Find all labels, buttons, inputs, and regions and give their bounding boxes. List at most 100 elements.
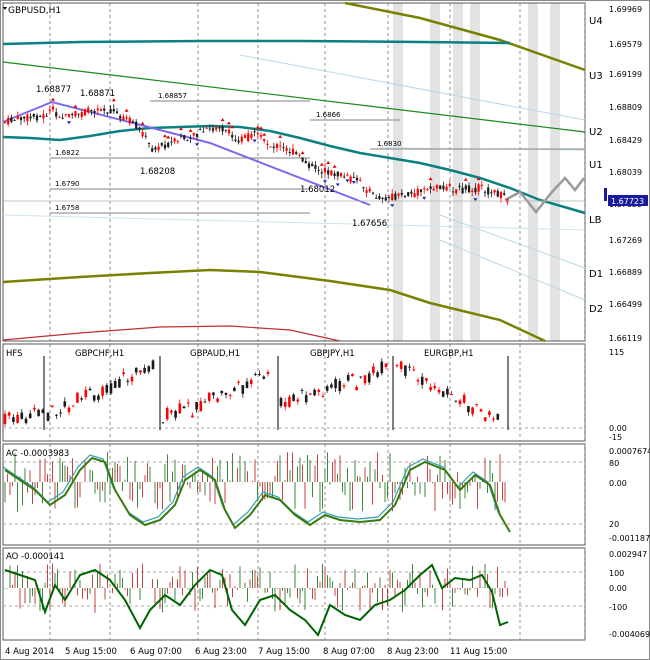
candle-body (167, 142, 170, 148)
hfs-candle-body (182, 406, 186, 409)
hfs-candle-body (165, 408, 169, 420)
hfs-candle-body (113, 381, 117, 388)
candle-body (263, 139, 266, 141)
candle-body (218, 127, 221, 129)
ac-panel[interactable]: AC -0.0003983 0.0007674 80 0.00 20 -0.00… (2, 443, 650, 546)
hfs-candle-body (105, 384, 109, 393)
hfs-candle-body (67, 407, 71, 413)
fractal-up-icon (179, 127, 183, 131)
hfs-symbol-eurgbp: EURGBP,H1 (424, 349, 474, 359)
candle-body (285, 147, 288, 151)
upper-olive-channel-line (344, 1, 586, 72)
hfs-candle-body (3, 413, 7, 424)
annot-level-6822: 1.6822 (55, 149, 80, 157)
hfs-candle-body (254, 373, 257, 375)
candle-body (359, 179, 362, 181)
hfs-candle-body (346, 375, 350, 381)
candle-body (336, 171, 339, 177)
candle-body (243, 135, 247, 138)
hfs-candle-body (399, 361, 403, 370)
fractal-up-icon (227, 121, 231, 125)
hfs-candle-body (475, 404, 479, 406)
fractal-up-icon (188, 128, 193, 132)
candle-body (163, 144, 167, 149)
candle-body (499, 192, 503, 199)
fractal-up-icon (51, 97, 55, 101)
main-axis-label: 1.69199 (609, 70, 642, 79)
fractal-up-icon (220, 118, 225, 122)
candle-body (141, 131, 144, 137)
ao-panel[interactable]: AO -0.000141 0.002947 100 0.00 -100 -0.0… (2, 547, 650, 641)
candle-body (208, 128, 211, 130)
hfs-candle-body (317, 389, 321, 392)
hfs-candle-body (479, 409, 483, 412)
annot-level-6758: 1.6758 (55, 204, 80, 212)
hfs-symbol-gbpaud: GBPAUD,H1 (190, 349, 240, 359)
candle-body (471, 190, 474, 193)
main-axis-label: 1.69969 (609, 5, 642, 14)
hfs-candle-body (55, 414, 58, 416)
hfs-candle-body (161, 422, 165, 424)
candle-body (349, 176, 352, 183)
hfs-candle-body (130, 376, 134, 382)
fractal-up-icon (140, 121, 145, 125)
candle-body (176, 140, 179, 142)
candle-body (269, 146, 272, 148)
hfs-candle-body (355, 387, 358, 391)
hfs-panel[interactable]: HFS GBPCHF,H1 GBPAUD,H1 GBPJPY,H1 EURGBP… (2, 343, 627, 442)
title-dropdown-icon[interactable] (3, 7, 7, 10)
time-axis-label: 4 Aug 2014 (5, 647, 54, 657)
hfs-candle-body (151, 360, 155, 370)
candle-body (432, 188, 435, 191)
candle-body (323, 168, 327, 173)
candle-body (211, 128, 215, 131)
fractal-up-icon (332, 164, 337, 168)
candle-body (298, 154, 301, 156)
candle-body (464, 185, 467, 190)
hfs-candle-body (384, 363, 388, 367)
hfs-candle-body (363, 375, 367, 384)
candle-body (279, 145, 282, 147)
hfs-candle-body (76, 392, 79, 403)
fractal-up-icon (163, 134, 167, 138)
hfs-candle-body (321, 395, 325, 397)
hfs-candle-body (241, 385, 245, 394)
fractal-up-icon (428, 177, 433, 181)
fractal-down-icon (195, 143, 199, 147)
candle-body (256, 133, 259, 135)
candle-body (32, 113, 35, 117)
candle-body (42, 114, 45, 119)
candle-body (144, 135, 147, 137)
hfs-candle-body (351, 374, 354, 377)
hfs-candle-body (186, 402, 190, 404)
candle-body (205, 127, 208, 129)
candle-body (330, 170, 333, 176)
hfs-candle-body (488, 411, 491, 416)
candle-body (416, 189, 419, 196)
candle-body (343, 176, 346, 178)
candle-body (48, 109, 51, 112)
hfs-candle-body (139, 370, 142, 373)
candle-body (224, 129, 227, 131)
ac-histogram (4, 452, 508, 512)
candle-body (339, 172, 343, 177)
candle-body (266, 143, 269, 145)
ao-panel-border (2, 547, 586, 641)
candle-body (154, 147, 157, 150)
candle-body (179, 135, 183, 137)
time-axis-label: 11 Aug 15:00 (450, 647, 507, 657)
fractal-down-icon (422, 196, 427, 200)
ac-axis-80: 80 (609, 459, 619, 468)
hfs-candle-body (143, 367, 146, 373)
candle-body (503, 193, 506, 195)
teal-resistance-line (2, 39, 511, 46)
hfs-candle-body (441, 391, 445, 397)
hfs-candle-body (437, 389, 441, 393)
hfs-candle-body (471, 407, 474, 415)
hfs-candle-body (97, 395, 100, 400)
time-axis-label: 6 Aug 23:00 (195, 647, 247, 657)
main-price-panel[interactable]: 1.68877 1.68871 1.68857 1.6866 1.6830 1.… (2, 1, 603, 343)
ao-axis-minus100: -100 (609, 603, 627, 612)
candle-body (304, 161, 307, 164)
